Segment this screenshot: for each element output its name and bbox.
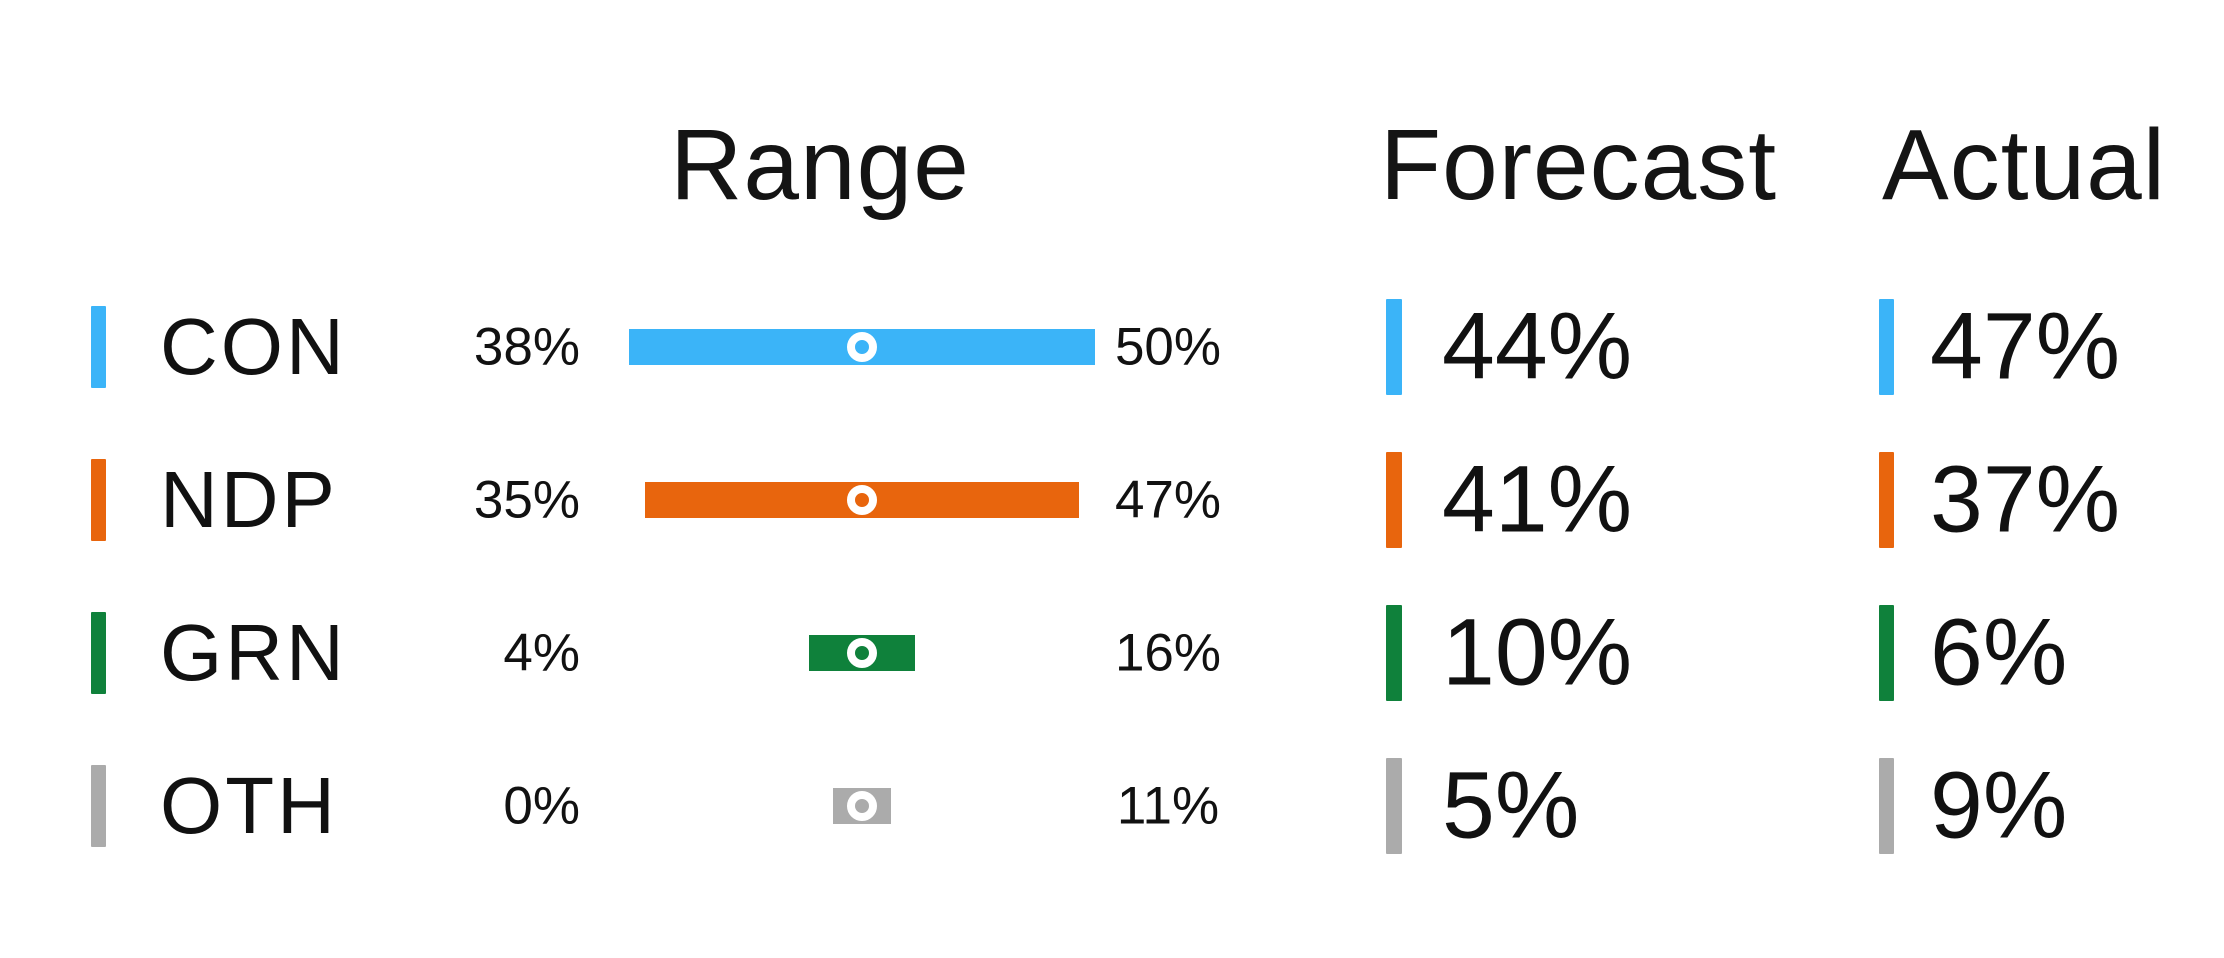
actual-value: 37% [1930, 446, 2121, 553]
range-midpoint-marker-icon [846, 332, 877, 362]
actual-value: 47% [1930, 293, 2121, 400]
forecast-color-tick [1386, 299, 1402, 395]
party-row-oth: OTH 0% 11% 5% 9% [0, 726, 2224, 886]
party-color-tick [91, 306, 106, 388]
range-midpoint-marker-icon [847, 638, 877, 668]
range-bar [628, 329, 1096, 365]
party-label: NDP [160, 455, 338, 544]
forecast-value: 5% [1442, 752, 1580, 859]
actual-color-tick [1879, 605, 1894, 701]
range-midpoint-marker-icon [846, 485, 877, 515]
range-midpoint-marker-icon [846, 791, 877, 821]
actual-value: 6% [1930, 599, 2068, 706]
range-min-label: 4% [503, 623, 580, 683]
actual-color-tick [1879, 758, 1894, 854]
party-row-ndp: NDP 35% 47% 41% 37% [0, 420, 2224, 580]
party-label: OTH [160, 761, 338, 850]
party-color-tick [91, 612, 106, 694]
range-max-label: 47% [1114, 470, 1222, 530]
range-bar [832, 788, 892, 824]
range-max-label: 50% [1114, 317, 1222, 377]
party-row-con: CON 38% 50% 44% 47% [0, 267, 2224, 427]
range-min-label: 35% [473, 470, 580, 530]
actual-color-tick [1879, 452, 1894, 548]
range-min-label: 0% [503, 776, 580, 836]
range-bar [809, 635, 915, 671]
range-max-label: 11% [1116, 776, 1220, 836]
range-min-label: 38% [473, 317, 580, 377]
party-label: CON [160, 302, 347, 391]
forecast-column-header: Forecast [1380, 109, 1778, 221]
forecast-color-tick [1386, 605, 1402, 701]
actual-color-tick [1879, 299, 1894, 395]
forecast-color-tick [1386, 452, 1402, 548]
range-max-label: 16% [1114, 623, 1222, 683]
actual-column-header: Actual [1882, 109, 2166, 221]
actual-value: 9% [1930, 752, 2068, 859]
forecast-value: 44% [1442, 293, 1633, 400]
party-label: GRN [160, 608, 347, 697]
forecast-value: 41% [1442, 446, 1633, 553]
range-bar [644, 482, 1080, 518]
range-column-header: Range [670, 109, 970, 221]
party-row-grn: GRN 4% 16% 10% 6% [0, 573, 2224, 733]
forecast-value: 10% [1442, 599, 1633, 706]
party-color-tick [91, 459, 106, 541]
forecast-color-tick [1386, 758, 1402, 854]
party-color-tick [91, 765, 106, 847]
